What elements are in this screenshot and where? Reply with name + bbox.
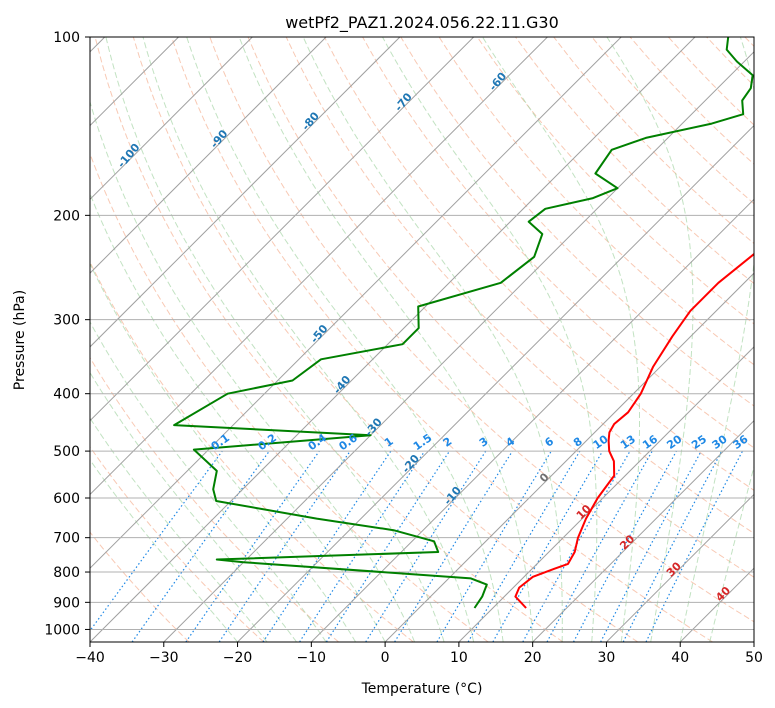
mixing-ratio-line [299,450,426,642]
mixing-ratio-line [218,450,351,642]
isotherm-line [606,493,754,642]
dry-adiabat-line [362,37,754,449]
mixing-ratio-line [572,450,677,642]
x-tick-label: −20 [223,650,253,666]
dewpoint-line [173,37,754,609]
isotherm-line [310,198,754,642]
x-tick-label: 40 [671,650,689,666]
moist-adiabat-line [482,37,640,642]
x-tick-label: 50 [745,650,763,666]
x-tick-label: 0 [381,650,390,666]
moist-adiabat-line [90,371,297,642]
mixing-ratio-line [325,450,450,642]
y-tick-label: 1000 [44,622,80,638]
isotherm-line [90,37,401,348]
moist-adiabat-line [90,192,386,642]
x-tick-label: −10 [297,650,327,666]
dry-adiabat-line [476,37,754,325]
profile-lines [173,37,754,609]
dry-adiabat-line [94,37,564,642]
y-tick-label: 300 [53,313,80,329]
isotherm-line [90,37,253,201]
dry-adiabat-line [90,356,339,642]
moist-adiabat-line [90,459,238,642]
x-tick-label: −30 [149,650,179,666]
isotherm-line [163,51,754,642]
y-tick-label: 100 [53,30,80,46]
moist-adiabat-line [382,37,598,642]
mixing-ratio-line [185,450,320,642]
mixing-ratio-line [645,450,744,642]
y-tick-label: 900 [53,595,80,611]
y-tick-label: 800 [53,565,80,581]
isotherm-line [532,419,754,642]
y-tick-label: 400 [53,387,80,403]
moist-adiabat-line [90,417,268,642]
isotherm-line [90,37,548,496]
moist-adiabat-line [105,37,445,642]
isotherm-line [384,272,754,642]
isotherm-line [90,37,696,642]
dry-adiabat-line [90,446,265,642]
moist-adiabat-line [90,262,357,642]
mixing-ratio-line [546,450,653,642]
moist-adiabat-line [186,37,504,642]
moist-adiabat-line [606,37,694,642]
isotherm-line [90,37,622,569]
isotherm-line [90,37,475,422]
temperature-line [514,252,754,609]
skewed-isotherms [90,37,754,642]
dry-adiabat-line [209,37,754,623]
x-tick-label: −40 [75,650,105,666]
mixing-ratio-line [262,450,392,642]
mixing-ratio-line [394,450,513,642]
y-tick-label: 500 [53,444,80,460]
x-tick-label: 10 [450,650,468,666]
y-tick-label: 700 [53,531,80,547]
moist-adiabat-line [238,37,534,642]
isotherm-line [90,37,327,274]
isotherm-line [237,124,754,642]
dry-adiabat-line [132,37,639,642]
plot-frame [89,36,755,643]
isotherm-line [458,346,754,642]
x-tick-label: 20 [524,650,542,666]
y-tick-label: 600 [53,491,80,507]
moist-adiabat-line [302,37,563,642]
moist-adiabat-line [679,37,754,642]
dry-adiabat-line [90,531,190,642]
dry-adiabat-line [90,152,489,642]
y-tick-label: 200 [53,208,80,224]
mixing-ratio-line [131,450,270,642]
dry-adiabat-line [515,37,754,285]
dry-adiabat-line [247,37,754,578]
x-axis-label: Temperature (°C) [361,681,483,697]
y-axis-ticks: 100 200 300 400 500 600 700 800 900 1000 [44,30,90,638]
chart-title: wetPf2_PAZ1.2024.056.22.11.G30 [285,13,559,33]
dry-adiabat-line [400,37,754,407]
x-axis-ticks: −40 −30 −20 −10 0 10 20 30 40 50 [75,642,763,666]
mixing-ratio-line [90,450,223,632]
moist-adiabat-line [142,37,475,642]
x-tick-label: 30 [598,650,616,666]
y-axis-label: Pressure (hPa) [12,290,28,390]
